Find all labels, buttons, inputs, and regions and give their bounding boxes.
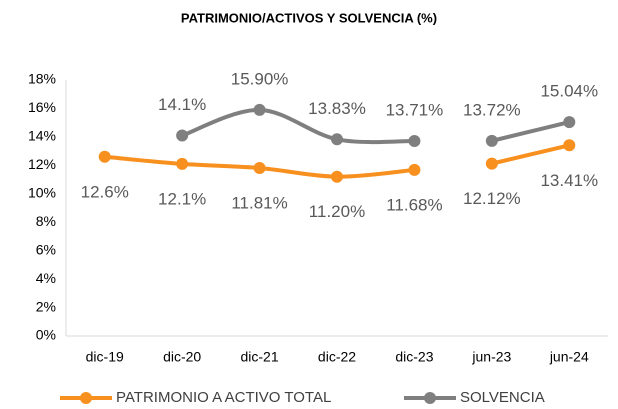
data-label: 15.90% [231,69,289,88]
legend-marker [80,392,92,404]
x-tick-label: dic-19 [86,349,124,365]
data-label: 12.12% [463,189,521,208]
point [485,134,498,147]
y-tick-label: 10% [28,184,56,200]
y-tick-label: 12% [28,156,56,172]
point [331,133,343,146]
point [485,157,498,170]
x-tick-label: jun-23 [471,349,511,365]
y-tick-label: 14% [28,128,56,144]
point [408,163,421,176]
y-tick-label: 2% [36,298,56,314]
data-label: 12.6% [81,182,129,201]
point [176,129,189,142]
x-tick-label: dic-22 [318,349,356,365]
x-tick-label: dic-21 [241,349,279,365]
data-label: 11.20% [309,202,365,221]
point [176,157,189,170]
data-label: 15.04% [540,82,598,101]
point [563,116,576,129]
y-tick-label: 8% [36,213,56,229]
x-tick-label: dic-20 [163,349,201,365]
legend-label: SOLVENCIA [460,389,545,406]
y-tick-label: 16% [28,99,56,115]
point [408,135,421,148]
y-tick-label: 4% [36,270,56,286]
data-label: 13.72% [463,100,521,119]
legend-marker [424,392,436,404]
point [253,103,266,116]
point [253,162,266,175]
y-tick-label: 18% [28,71,56,87]
data-label: 14.1% [158,95,206,114]
y-tick-label: 0% [36,327,56,343]
point [331,170,343,183]
data-label: 12.1% [158,189,206,208]
data-label: 11.81% [231,194,287,213]
data-label: 13.41% [540,171,598,190]
data-label: 13.83% [308,99,366,118]
chart-title: PATRIMONIO/ACTIVOS Y SOLVENCIA (%) [181,10,437,25]
point [98,150,111,163]
data-label: 11.68% [386,195,442,214]
y-tick-label: 6% [36,241,56,257]
point [563,139,576,152]
x-tick-label: jun-24 [549,349,589,365]
legend-label: PATRIMONIO A ACTIVO TOTAL [116,389,331,406]
x-tick-label: dic-23 [395,349,433,365]
data-label: 13.71% [386,100,444,119]
